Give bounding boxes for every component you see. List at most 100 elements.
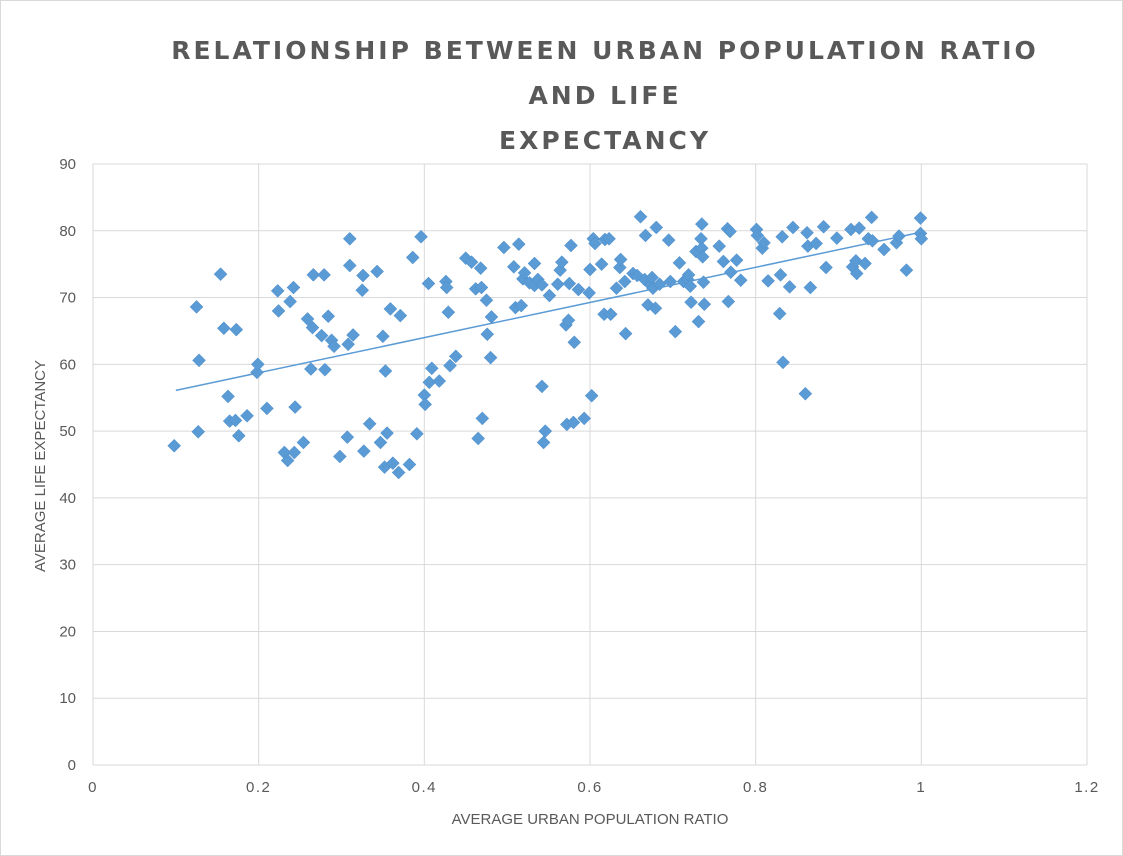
- data-point: [914, 231, 929, 246]
- data-point: [668, 324, 683, 339]
- y-tick-label: 80: [59, 223, 76, 240]
- data-point: [303, 362, 318, 376]
- data-point: [240, 408, 254, 423]
- y-tick-label: 20: [59, 623, 76, 640]
- data-point: [527, 256, 542, 271]
- data-point: [535, 278, 549, 292]
- chart-title-line-2: AND LIFE: [528, 81, 682, 110]
- data-point: [357, 444, 371, 458]
- data-point: [373, 435, 388, 450]
- data-point: [648, 301, 663, 316]
- data-point: [612, 260, 627, 275]
- data-point: [340, 430, 355, 444]
- trendline: [175, 231, 922, 392]
- data-point: [167, 438, 182, 453]
- data-point: [618, 326, 633, 341]
- data-point: [286, 280, 301, 295]
- data-point: [283, 294, 297, 309]
- data-point: [432, 374, 447, 388]
- data-point: [288, 400, 302, 414]
- data-point: [464, 255, 479, 270]
- data-point: [270, 284, 285, 298]
- data-point: [414, 229, 428, 244]
- data-point: [391, 465, 406, 480]
- x-tick-label: 0.2: [246, 779, 271, 796]
- y-axis-title: AVERAGE LIFE EXPECTANCY: [32, 360, 49, 572]
- data-point: [484, 310, 499, 324]
- data-point: [561, 313, 576, 328]
- data-point: [342, 231, 357, 246]
- data-point: [697, 297, 712, 312]
- data-point: [602, 231, 616, 246]
- data-point: [661, 233, 676, 247]
- data-point: [383, 302, 398, 316]
- data-point: [798, 386, 813, 401]
- data-point: [865, 233, 880, 248]
- data-point: [380, 426, 394, 440]
- data-point: [221, 389, 235, 404]
- data-point: [511, 237, 526, 251]
- x-tick-label: 0.4: [412, 779, 437, 796]
- data-point: [819, 260, 833, 275]
- data-point: [538, 424, 553, 438]
- data-point: [672, 255, 687, 270]
- data-point: [594, 257, 609, 272]
- y-tick-label: 50: [59, 423, 76, 440]
- data-point: [542, 288, 557, 303]
- data-point: [733, 273, 748, 288]
- data-point: [355, 283, 370, 298]
- y-tick-label: 30: [59, 557, 76, 574]
- data-point: [603, 307, 618, 322]
- data-point: [192, 353, 206, 368]
- x-tick-label: 0.6: [577, 779, 602, 796]
- data-point: [213, 267, 228, 282]
- data-point: [617, 274, 632, 289]
- data-point: [506, 259, 521, 274]
- data-point: [405, 250, 420, 265]
- data-point: [577, 411, 592, 426]
- data-point: [554, 255, 569, 270]
- data-point: [296, 435, 311, 450]
- data-point: [864, 210, 879, 225]
- data-point: [441, 305, 456, 320]
- data-point: [535, 379, 549, 394]
- chart-title-line-1: RELATIONSHIP BETWEEN URBAN POPULATION RA…: [171, 36, 1039, 65]
- data-points: [167, 209, 929, 480]
- data-point: [638, 228, 653, 243]
- data-point: [443, 358, 457, 373]
- data-point: [649, 220, 664, 235]
- data-point: [913, 211, 928, 225]
- data-point: [448, 349, 463, 364]
- data-point: [229, 322, 244, 337]
- data-point: [721, 294, 736, 309]
- data-point: [775, 229, 790, 244]
- y-tick-label: 40: [59, 490, 76, 507]
- data-point: [306, 267, 321, 282]
- data-point: [757, 235, 771, 250]
- data-point: [386, 456, 400, 471]
- data-point: [318, 362, 332, 377]
- tick-labels: 0 10 20 30 40 50 60 70 80 90 0 0.2 0.4 0.6 0.8 1 1.2: [59, 156, 1098, 796]
- data-point: [250, 357, 265, 372]
- data-point: [314, 328, 329, 343]
- y-tick-label: 10: [59, 690, 76, 707]
- data-point: [514, 298, 529, 313]
- x-tick-label: 0.8: [743, 779, 768, 796]
- data-point: [583, 262, 597, 277]
- data-point: [584, 388, 599, 403]
- data-point: [439, 280, 454, 295]
- data-point: [772, 306, 787, 321]
- data-point: [473, 261, 488, 276]
- data-point: [809, 236, 823, 251]
- data-point: [786, 220, 800, 235]
- data-point: [716, 254, 731, 269]
- data-point: [189, 300, 204, 314]
- data-point: [228, 413, 243, 428]
- data-point: [517, 265, 532, 280]
- data-point: [852, 221, 867, 235]
- data-point: [327, 339, 341, 354]
- data-point: [800, 225, 814, 240]
- data-point: [803, 280, 818, 295]
- data-point: [483, 350, 498, 365]
